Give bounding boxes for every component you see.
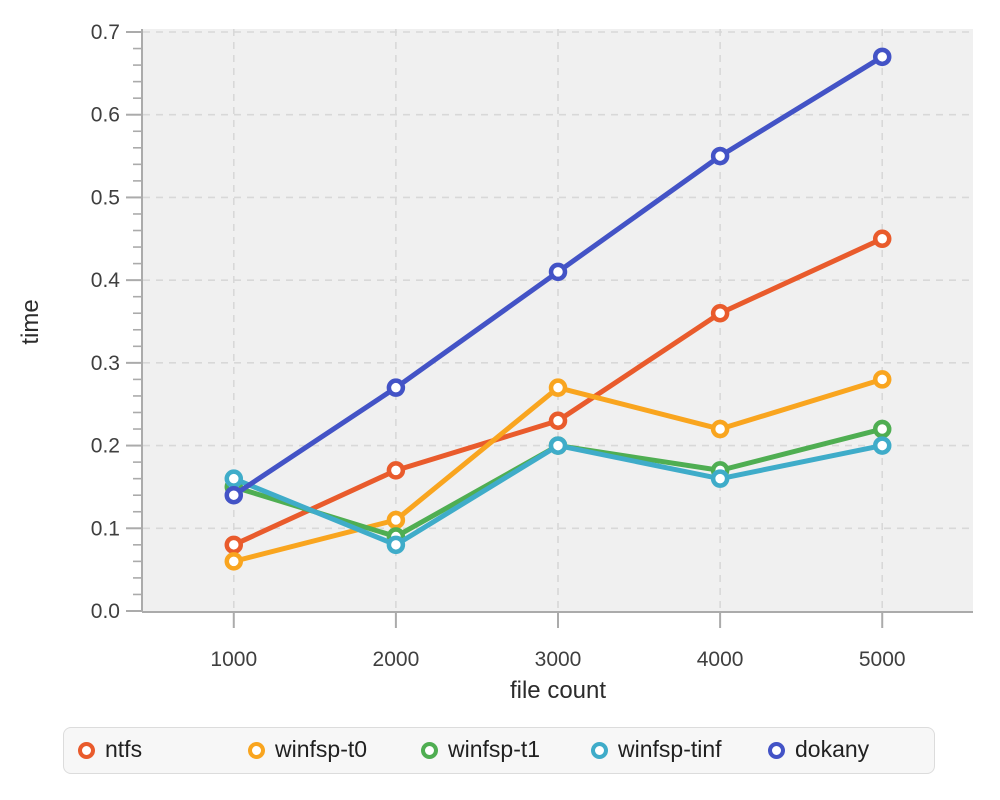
data-point-ntfs	[872, 229, 892, 249]
data-point-winfsp-t0	[872, 370, 892, 389]
svg-text:0.2: 0.2	[91, 435, 120, 458]
data-point-winfsp-tinf	[872, 436, 892, 455]
axes	[126, 29, 973, 628]
legend-marker-dokany-icon	[768, 742, 785, 759]
data-point-winfsp-t1	[872, 419, 892, 439]
legend: ntfs winfsp-t0 winfsp-t1 winfsp-tinf dok…	[63, 727, 935, 774]
data-point-winfsp-t0	[548, 378, 568, 397]
data-point-dokany	[386, 378, 406, 397]
legend-marker-winfsp-t0-icon	[248, 742, 265, 759]
svg-text:1000: 1000	[210, 648, 257, 671]
y-axis-label: time	[17, 299, 44, 344]
data-point-dokany	[548, 262, 568, 282]
legend-item-winfsp-t1: winfsp-t1	[421, 728, 540, 773]
legend-label-winfsp-t0: winfsp-t0	[275, 736, 368, 762]
data-point-ntfs	[224, 535, 244, 555]
data-point-winfsp-tinf	[224, 469, 244, 488]
legend-marker-ntfs-icon	[78, 742, 95, 759]
svg-text:4000: 4000	[697, 648, 744, 671]
legend-item-winfsp-t0: winfsp-t0	[248, 728, 367, 773]
data-point-winfsp-tinf	[548, 436, 568, 455]
legend-item-winfsp-tinf: winfsp-tinf	[591, 728, 722, 773]
data-point-ntfs	[386, 461, 406, 480]
series-dokany	[224, 47, 892, 505]
legend-label-dokany: dokany	[795, 736, 870, 762]
svg-text:0.0: 0.0	[91, 600, 120, 623]
legend-label-winfsp-t1: winfsp-t1	[448, 736, 541, 762]
svg-text:2000: 2000	[373, 648, 420, 671]
data-point-ntfs	[710, 303, 730, 323]
gridlines	[143, 29, 973, 611]
svg-text:0.4: 0.4	[91, 269, 121, 292]
svg-text:0.3: 0.3	[91, 352, 120, 375]
x-axis-label: file count	[510, 677, 606, 704]
data-point-dokany	[224, 485, 244, 505]
legend-item-ntfs: ntfs	[78, 728, 142, 773]
data-point-ntfs	[548, 411, 568, 431]
data-point-winfsp-t0	[386, 510, 406, 530]
legend-marker-winfsp-t1-icon	[421, 742, 438, 759]
data-point-winfsp-tinf	[710, 469, 730, 488]
legend-marker-winfsp-tinf-icon	[591, 742, 608, 759]
svg-text:3000: 3000	[535, 648, 582, 671]
svg-text:0.5: 0.5	[91, 186, 120, 209]
svg-text:0.1: 0.1	[91, 517, 120, 540]
data-point-winfsp-t0	[710, 419, 730, 439]
series-winfsp-t0	[224, 370, 892, 571]
legend-label-winfsp-tinf: winfsp-tinf	[618, 736, 722, 762]
svg-text:5000: 5000	[859, 648, 906, 671]
data-point-winfsp-t0	[224, 552, 244, 571]
legend-label-ntfs: ntfs	[105, 736, 143, 762]
series-ntfs	[224, 229, 892, 555]
data-point-dokany	[872, 47, 892, 67]
legend-item-dokany: dokany	[768, 728, 869, 773]
tick-labels: 0.0 0.1 0.2 0.3 0.4 0.5 0.6 0.7 1000 2000 3000 4000…	[91, 21, 906, 671]
data-point-dokany	[710, 146, 730, 166]
data-point-winfsp-tinf	[386, 535, 406, 555]
svg-text:0.7: 0.7	[91, 21, 120, 44]
series-winfsp-tinf	[224, 436, 892, 555]
svg-text:0.6: 0.6	[91, 104, 120, 127]
